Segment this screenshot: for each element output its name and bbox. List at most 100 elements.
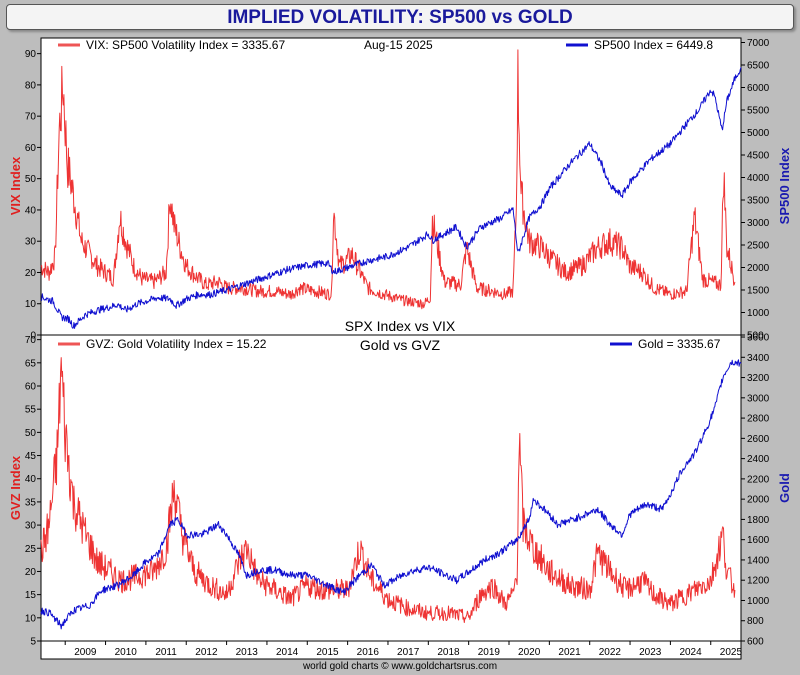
left-tick-label: 15: [25, 590, 37, 601]
x-tick-label: 2010: [115, 647, 138, 658]
right-tick-label: 800: [747, 616, 764, 627]
x-axis: 2009 2010 2011 2012 2013 2014 2015 2016 2017 2018…: [64, 641, 743, 658]
gold-series-line: [40, 359, 742, 630]
x-tick-label: 2012: [195, 647, 218, 658]
right-tick-label: 7000: [747, 38, 770, 49]
bottom-right-axis: 600 800 1000 1200 1400 1600 1800 2000 2200 2400 26…: [741, 333, 770, 648]
left-tick-label: 0: [30, 331, 36, 342]
right-tick-label: 3000: [747, 393, 770, 404]
right-tick-label: 2800: [747, 414, 770, 425]
gold-legend-label: Gold = 3335.67: [638, 337, 721, 351]
right-tick-label: 3500: [747, 196, 770, 207]
right-tick-label: 6000: [747, 83, 770, 94]
right-tick-label: 4500: [747, 151, 770, 162]
left-tick-label: 50: [25, 428, 37, 439]
chart-title-bar: IMPLIED VOLATILITY: SP500 vs GOLD: [6, 4, 794, 30]
right-tick-label: 2000: [747, 263, 770, 274]
gvz-legend-label: GVZ: Gold Volatility Index = 15.22: [86, 337, 267, 351]
right-tick-label: 2500: [747, 241, 770, 252]
x-tick-label: 2025: [720, 647, 743, 658]
right-tick-label: 3000: [747, 218, 770, 229]
bottom-panel-title: Gold vs GVZ: [360, 337, 441, 353]
right-tick-label: 500: [747, 331, 764, 342]
top-panel-plot-area: [40, 37, 742, 336]
right-tick-label: 2000: [747, 495, 770, 506]
right-tick-label: 3200: [747, 373, 770, 384]
right-tick-label: 600: [747, 637, 764, 648]
top-left-axis: 0 10 20 30 40 50 60 70 80 90: [25, 49, 41, 342]
right-tick-label: 1000: [747, 308, 770, 319]
left-tick-label: 60: [25, 382, 37, 393]
right-tick-label: 2200: [747, 474, 770, 485]
left-tick-label: 10: [25, 299, 37, 310]
right-tick-label: 5000: [747, 128, 770, 139]
footer-credit: world gold charts © www.goldchartsrus.co…: [302, 661, 497, 672]
right-tick-label: 5500: [747, 106, 770, 117]
right-tick-label: 6500: [747, 61, 770, 72]
left-tick-label: 45: [25, 451, 37, 462]
x-tick-label: 2024: [679, 647, 702, 658]
right-tick-label: 1500: [747, 286, 770, 297]
bottom-left-axis: 5 10 15 20 25 30 35 40 45 50 55 60 65 70: [25, 335, 41, 648]
vix-series-line: [40, 49, 736, 310]
x-tick-label: 2023: [639, 647, 662, 658]
right-tick-label: 1200: [747, 576, 770, 587]
left-tick-label: 25: [25, 544, 37, 555]
left-tick-label: 55: [25, 405, 37, 416]
top-panel-title: SPX Index vs VIX: [345, 318, 456, 334]
left-tick-label: 70: [25, 335, 37, 346]
left-tick-label: 80: [25, 80, 37, 91]
bottom-panel-plot-area: [40, 334, 742, 642]
x-tick-label: 2021: [558, 647, 581, 658]
right-tick-label: 2400: [747, 454, 770, 465]
right-tick-label: 3600: [747, 333, 770, 344]
right-tick-label: 4000: [747, 173, 770, 184]
x-tick-label: 2019: [478, 647, 501, 658]
sp500-legend-label: SP500 Index = 6449.8: [594, 38, 713, 52]
top-date-label: Aug-15 2025: [364, 38, 433, 52]
right-tick-label: 3400: [747, 353, 770, 364]
bottom-series-group: [40, 357, 742, 630]
x-tick-label: 2011: [155, 647, 177, 658]
gvz-series-line: [40, 357, 736, 623]
left-tick-label: 65: [25, 358, 37, 369]
x-tick-label: 2020: [518, 647, 541, 658]
sp500-axis-title: SP500 Index: [777, 147, 792, 224]
x-tick-label: 2022: [599, 647, 622, 658]
right-tick-label: 1000: [747, 596, 770, 607]
x-tick-label: 2018: [437, 647, 460, 658]
left-tick-label: 5: [30, 637, 36, 648]
left-tick-label: 20: [25, 567, 37, 578]
chart-title: IMPLIED VOLATILITY: SP500 vs GOLD: [227, 7, 573, 28]
right-tick-label: 1800: [747, 515, 770, 526]
right-tick-label: 1400: [747, 555, 770, 566]
x-tick-label: 2016: [357, 647, 380, 658]
left-tick-label: 30: [25, 237, 37, 248]
left-tick-label: 90: [25, 49, 37, 60]
right-tick-label: 1600: [747, 535, 770, 546]
right-tick-label: 2600: [747, 434, 770, 445]
left-tick-label: 70: [25, 112, 37, 123]
left-tick-label: 40: [25, 205, 37, 216]
left-tick-label: 40: [25, 474, 37, 485]
vix-legend-label: VIX: SP500 Volatility Index = 3335.67: [86, 38, 285, 52]
x-axis-band: [40, 640, 742, 660]
gold-axis-title: Gold: [777, 473, 792, 503]
gvz-axis-title: GVZ Index: [8, 455, 23, 520]
left-tick-label: 50: [25, 174, 37, 185]
left-tick-label: 30: [25, 521, 37, 532]
sp500-series-line: [40, 67, 742, 329]
top-right-axis: 500 1000 1500 2000 2500 3000 3500 4000 4500 5000 5…: [741, 38, 770, 342]
x-tick-label: 2017: [397, 647, 420, 658]
x-tick-label: 2014: [276, 647, 299, 658]
vix-axis-title: VIX Index: [8, 156, 23, 215]
left-tick-label: 10: [25, 613, 37, 624]
x-tick-label: 2013: [236, 647, 259, 658]
top-series-group: [40, 49, 742, 329]
x-tick-label: 2015: [316, 647, 339, 658]
left-tick-label: 60: [25, 143, 37, 154]
x-tick-label: 2009: [74, 647, 97, 658]
left-tick-label: 35: [25, 497, 37, 508]
